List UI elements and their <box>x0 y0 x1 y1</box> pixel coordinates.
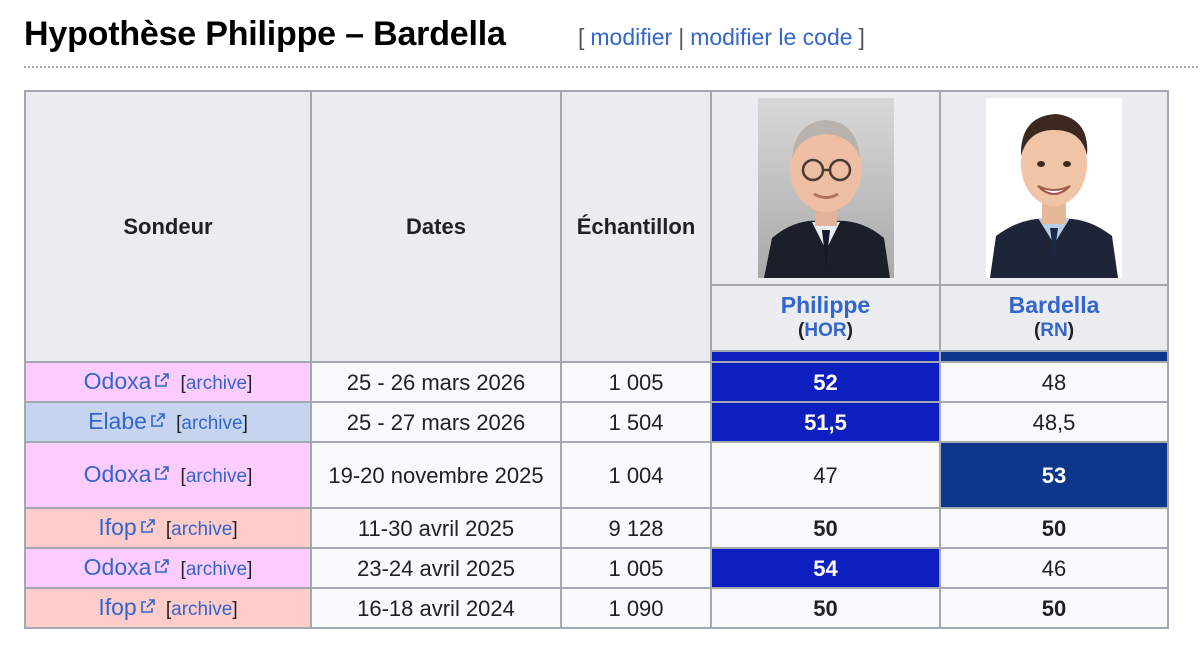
philippe-score-cell: 54 <box>710 547 941 589</box>
archive-link[interactable]: archive <box>181 412 243 434</box>
party-link-rn[interactable]: RN <box>1040 320 1068 341</box>
bardella-score-cell: 46 <box>939 547 1169 589</box>
header-sample: Échantillon <box>560 90 712 363</box>
dates-cell: 11-30 avril 2025 <box>310 507 562 549</box>
bardella-score-cell: 50 <box>939 507 1169 549</box>
candidate-header-bardella: Bardella (RN) <box>939 284 1169 352</box>
pollster-link[interactable]: Odoxa <box>83 553 152 580</box>
archive-link[interactable]: archive <box>185 465 248 487</box>
party-link-hor[interactable]: HOR <box>804 320 847 341</box>
pollster-link[interactable]: Elabe <box>88 407 147 434</box>
philippe-score-cell: 47 <box>710 441 941 509</box>
sample-cell: 1 005 <box>560 547 712 589</box>
section-heading: Hypothèse Philippe – Bardella [modifier |… <box>24 12 1198 68</box>
section-title: Hypothèse Philippe – Bardella <box>24 15 506 53</box>
pollster-cell: Elabe [archive] <box>24 401 312 443</box>
sample-cell: 1 504 <box>560 401 712 443</box>
party-color-bar-bardella <box>939 350 1169 363</box>
header-pollster: Sondeur <box>24 90 312 363</box>
sample-cell: 1 004 <box>560 441 712 509</box>
external-link-icon <box>155 558 170 573</box>
external-link-icon <box>155 372 170 387</box>
candidate-header-philippe: Philippe (HOR) <box>710 284 941 352</box>
table-row: Odoxa [archive] 23-24 avril 2025 1 005 54 46 <box>24 547 1169 589</box>
pollster-link[interactable]: Odoxa <box>83 367 152 394</box>
portrait-photo-bardella[interactable] <box>986 98 1122 278</box>
dates-cell: 25 - 27 mars 2026 <box>310 401 562 443</box>
bardella-score-cell: 48 <box>939 361 1169 403</box>
table-row: Odoxa [archive] 25 - 26 mars 2026 1 005 52 4… <box>24 361 1169 403</box>
external-link-icon <box>140 518 155 533</box>
edit-links: [modifier | modifier le code] <box>572 24 871 51</box>
table-row: Ifop [archive] 16-18 avril 2024 1 090 50 50 <box>24 587 1169 629</box>
dates-cell: 23-24 avril 2025 <box>310 547 562 589</box>
header-photo-philippe <box>710 90 941 286</box>
pollster-link[interactable]: Ifop <box>98 593 137 620</box>
dates-cell: 25 - 26 mars 2026 <box>310 361 562 403</box>
header-photo-bardella <box>939 90 1169 286</box>
philippe-score-cell: 50 <box>710 507 941 549</box>
edit-bracket-close: ] <box>858 24 865 50</box>
pollster-cell: Ifop [archive] <box>24 507 312 549</box>
edit-link[interactable]: modifier <box>590 24 673 50</box>
external-link-icon <box>151 412 165 427</box>
candidate-link-philippe[interactable]: Philippe <box>780 292 871 318</box>
sample-cell: 9 128 <box>560 507 712 549</box>
candidate-link-bardella[interactable]: Bardella <box>1008 292 1100 318</box>
dates-cell: 16-18 avril 2024 <box>310 587 562 629</box>
pollster-cell: Odoxa [archive] <box>24 361 312 403</box>
pollster-link[interactable]: Odoxa <box>83 460 152 487</box>
philippe-score-cell: 50 <box>710 587 941 629</box>
poll-table: Sondeur Dates Échantillon <box>24 90 1169 629</box>
pollster-cell: Odoxa [archive] <box>24 547 312 589</box>
external-link-icon <box>155 465 170 480</box>
pollster-cell: Odoxa [archive] <box>24 441 312 509</box>
archive-link[interactable]: archive <box>185 558 248 580</box>
pollster-link[interactable]: Ifop <box>98 513 137 540</box>
philippe-score-cell: 51,5 <box>710 401 941 443</box>
archive-link[interactable]: archive <box>185 372 248 394</box>
portrait-photo-philippe[interactable] <box>757 98 894 278</box>
dates-cell: 19-20 novembre 2025 <box>310 441 562 509</box>
archive-link[interactable]: archive <box>171 598 233 620</box>
bardella-score-cell: 50 <box>939 587 1169 629</box>
table-row: Ifop [archive] 11-30 avril 2025 9 128 50 50 <box>24 507 1169 549</box>
edit-separator: | <box>678 24 685 50</box>
philippe-score-cell: 52 <box>710 361 941 403</box>
edit-source-link[interactable]: modifier le code <box>690 24 853 50</box>
archive-link[interactable]: archive <box>171 518 233 540</box>
table-row: Odoxa [archive] 19-20 novembre 2025 1 004 4… <box>24 441 1169 509</box>
sample-cell: 1 005 <box>560 361 712 403</box>
bardella-score-cell: 48,5 <box>939 401 1169 443</box>
edit-bracket-open: [ <box>578 24 585 50</box>
pollster-cell: Ifop [archive] <box>24 587 312 629</box>
bardella-score-cell: 53 <box>939 441 1169 509</box>
table-row: Elabe [archive] 25 - 27 mars 2026 1 504 51,… <box>24 401 1169 443</box>
sample-cell: 1 090 <box>560 587 712 629</box>
party-color-bar-philippe <box>710 350 941 363</box>
external-link-icon <box>140 598 155 613</box>
header-dates: Dates <box>310 90 562 363</box>
